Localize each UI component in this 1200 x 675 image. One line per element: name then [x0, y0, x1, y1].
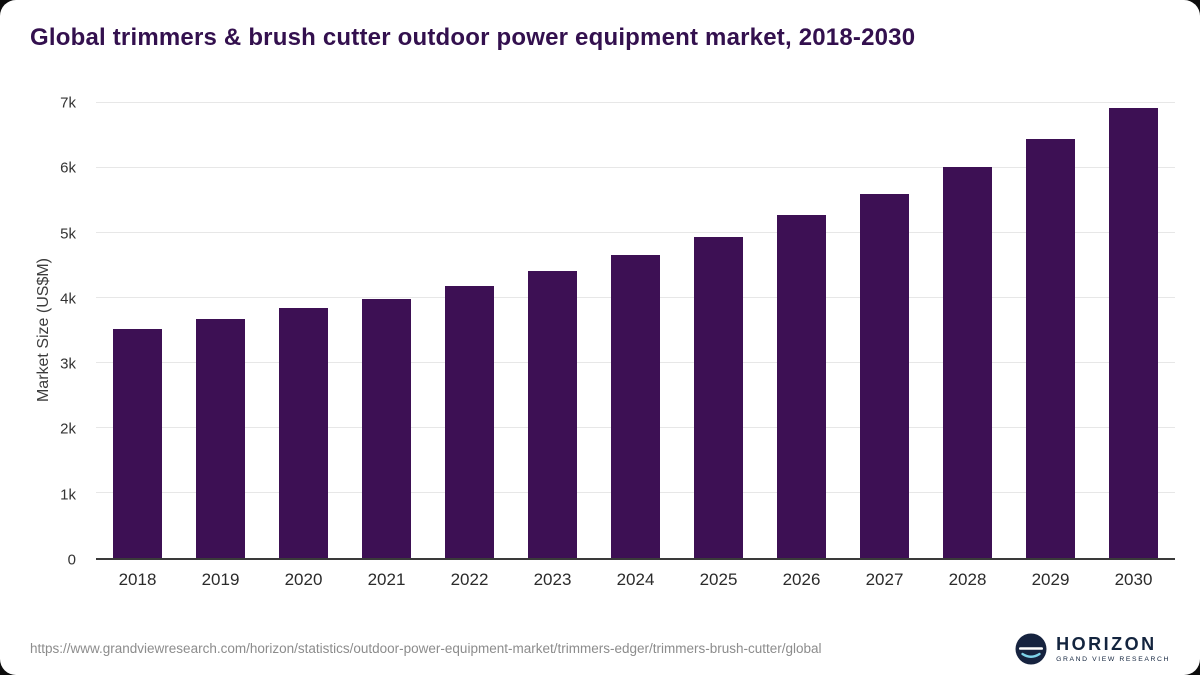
x-tick-label: 2023: [533, 570, 572, 589]
bar-2027[interactable]: [859, 194, 910, 558]
bar-slot: [179, 103, 262, 558]
bar-slot: [1092, 103, 1175, 558]
bar-2022[interactable]: [444, 286, 495, 558]
gridline: [96, 232, 1175, 233]
bar-2026[interactable]: [776, 215, 827, 558]
bar-2020[interactable]: [278, 307, 329, 558]
bar-series: [96, 103, 1175, 558]
bar-slot: [1009, 103, 1092, 558]
gridline: [96, 102, 1175, 103]
x-tick-label: 2028: [948, 570, 987, 589]
y-tick-label: 0: [67, 551, 76, 569]
bar-2030[interactable]: [1108, 107, 1159, 558]
y-tick-label: 2k: [60, 420, 76, 438]
y-axis: 0 1k 2k 3k 4k 5k 6k 7k: [0, 95, 88, 569]
x-tick-label: 2029: [1031, 570, 1070, 589]
bar-slot: [594, 103, 677, 558]
bar-2018[interactable]: [112, 329, 163, 558]
x-tick-label: 2020: [284, 570, 323, 589]
y-tick-label: 7k: [60, 94, 76, 112]
bar-slot: [843, 103, 926, 558]
gridline: [96, 167, 1175, 168]
bar-slot: [677, 103, 760, 558]
x-tick-label: 2030: [1114, 570, 1153, 589]
x-tick-label: 2025: [699, 570, 738, 589]
x-tick-label: 2027: [865, 570, 904, 589]
bar-2023[interactable]: [527, 271, 578, 558]
page-title: Global trimmers & brush cutter outdoor p…: [30, 24, 916, 51]
x-tick-label: 2019: [201, 570, 240, 589]
y-tick-label: 5k: [60, 225, 76, 243]
bar-2024[interactable]: [610, 255, 661, 558]
x-tick-label: 2024: [616, 570, 655, 589]
plot-area: [96, 102, 1175, 560]
bar-2029[interactable]: [1025, 139, 1076, 558]
bar-2028[interactable]: [942, 167, 993, 558]
y-tick-label: 3k: [60, 355, 76, 373]
x-tick-label: 2018: [118, 570, 157, 589]
bar-slot: [926, 103, 1009, 558]
bar-slot: [760, 103, 843, 558]
y-tick-label: 1k: [60, 486, 76, 504]
x-tick-label: 2026: [782, 570, 821, 589]
x-tick-label: 2022: [450, 570, 489, 589]
bar-slot: [428, 103, 511, 558]
bar-slot: [262, 103, 345, 558]
bar-slot: [511, 103, 594, 558]
y-tick-label: 4k: [60, 290, 76, 308]
y-tick-label: 6k: [60, 159, 76, 177]
bar-slot: [96, 103, 179, 558]
footer: https://www.grandviewresearch.com/horizo…: [30, 633, 1170, 665]
horizon-globe-icon: [1015, 633, 1047, 665]
source-url: https://www.grandviewresearch.com/horizo…: [30, 641, 822, 657]
horizon-logo: HORIZON GRAND VIEW RESEARCH: [1015, 633, 1170, 665]
x-tick-label: 2021: [367, 570, 406, 589]
bar-slot: [345, 103, 428, 558]
bar-2025[interactable]: [693, 236, 744, 558]
x-axis: 2018 2019 2020 2021 2022 2023 2024 2025 2026 2027…: [96, 570, 1175, 590]
bar-2019[interactable]: [195, 318, 246, 558]
logo-subtitle: GRAND VIEW RESEARCH: [1056, 655, 1170, 663]
logo-text-block: HORIZON GRAND VIEW RESEARCH: [1056, 635, 1170, 663]
bar-2021[interactable]: [361, 299, 412, 558]
logo-title: HORIZON: [1056, 634, 1157, 655]
